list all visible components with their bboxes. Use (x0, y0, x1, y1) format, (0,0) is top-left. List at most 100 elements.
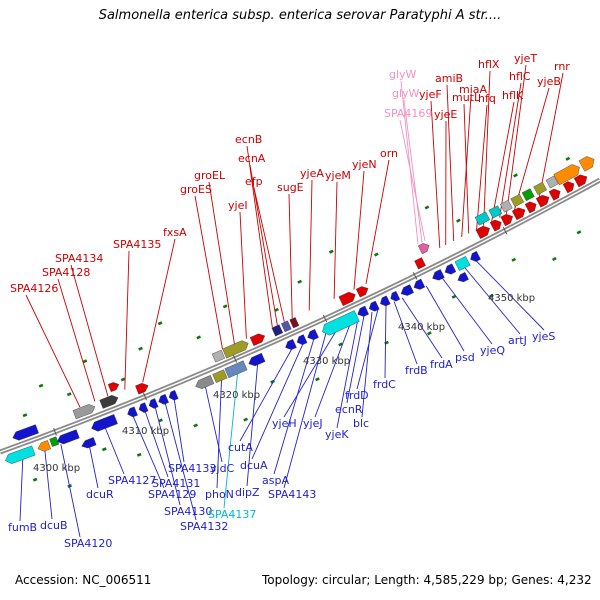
gene-label[interactable]: SPA4169 (384, 107, 432, 120)
gene-glyph[interactable] (296, 334, 308, 346)
gene-label[interactable]: dcuA (240, 459, 268, 472)
gene-glyph[interactable] (148, 398, 159, 409)
gene-glyph[interactable] (454, 256, 471, 271)
gene-glyph[interactable] (414, 257, 426, 270)
gene-glyph[interactable] (211, 349, 226, 363)
gene-glyph[interactable] (548, 188, 561, 201)
gene-label[interactable]: hflX (478, 58, 500, 71)
gene-label[interactable]: SPA4126 (10, 282, 58, 295)
gene-label[interactable]: yjeE (434, 108, 457, 121)
gene-glyph[interactable] (470, 251, 481, 262)
gene-glyph[interactable] (138, 402, 149, 413)
gene-glyph[interactable] (489, 219, 502, 232)
gene-glyph[interactable] (91, 414, 118, 432)
gene-label[interactable]: yjeJ (303, 417, 323, 430)
gene-glyph[interactable] (222, 340, 249, 359)
gene-glyph[interactable] (390, 290, 401, 302)
gene-label[interactable]: groEL (194, 169, 226, 182)
gene-label[interactable]: hflC (509, 70, 531, 83)
gene-glyph[interactable] (545, 175, 559, 189)
gene-glyph[interactable] (12, 424, 39, 441)
gene-label[interactable]: glyW (389, 68, 417, 81)
gene-label[interactable]: yjeM (325, 169, 351, 182)
gene-label[interactable]: yjeN (352, 158, 377, 171)
gene-glyph[interactable] (511, 207, 526, 221)
gene-label[interactable]: cutA (228, 441, 253, 454)
gene-glyph[interactable] (417, 243, 430, 255)
gene-label[interactable]: SPA4128 (42, 266, 90, 279)
gene-glyph[interactable] (475, 225, 490, 239)
gene-label[interactable]: SPA4134 (55, 252, 103, 265)
gene-label[interactable]: frdD (345, 389, 369, 402)
gene-glyph[interactable] (457, 272, 469, 283)
gene-label[interactable]: SPA4133 (168, 462, 216, 475)
gene-glyph[interactable] (49, 436, 60, 447)
gene-glyph[interactable] (573, 174, 588, 188)
gene-glyph[interactable] (488, 205, 503, 219)
gene-label[interactable]: phoN (205, 488, 234, 501)
gene-label[interactable]: blc (353, 417, 369, 430)
gene-label[interactable]: rnr (554, 60, 570, 73)
gene-label[interactable]: yjeT (514, 52, 537, 65)
gene-glyph[interactable] (281, 320, 292, 333)
gene-glyph[interactable] (322, 310, 360, 336)
gene-glyph[interactable] (168, 390, 179, 401)
gene-glyph[interactable] (248, 352, 266, 367)
gene-glyph[interactable] (535, 194, 550, 208)
gene-label[interactable]: psd (455, 351, 475, 364)
gene-label[interactable]: yjeS (532, 330, 555, 343)
gene-glyph[interactable] (107, 382, 120, 393)
gene-glyph[interactable] (37, 440, 51, 452)
gene-label[interactable]: hflK (502, 89, 524, 102)
gene-label[interactable]: SPA4143 (268, 488, 316, 501)
gene-label[interactable]: yjeQ (480, 344, 505, 357)
gene-label[interactable]: efp (245, 175, 263, 188)
gene-glyph[interactable] (355, 286, 369, 298)
gene-glyph[interactable] (400, 284, 414, 296)
gene-glyph[interactable] (368, 300, 380, 312)
gene-label[interactable]: artJ (508, 334, 527, 347)
gene-label[interactable]: dcuR (86, 488, 114, 501)
gene-label[interactable]: yjdC (210, 462, 235, 475)
gene-label[interactable]: frdA (430, 358, 453, 371)
gene-label[interactable]: SPA4137 (208, 508, 256, 521)
gene-glyph[interactable] (127, 406, 138, 418)
gene-label[interactable]: SPA4120 (64, 537, 112, 550)
gene-label[interactable]: SPA4135 (113, 238, 161, 251)
gene-label[interactable]: dcuB (40, 519, 68, 532)
gene-glyph[interactable] (5, 445, 36, 464)
gene-glyph[interactable] (285, 339, 297, 350)
gene-glyph[interactable] (553, 164, 580, 186)
gene-label[interactable]: SPA4129 (148, 488, 196, 501)
gene-label[interactable]: yjeB (537, 75, 561, 88)
gene-glyph[interactable] (521, 188, 535, 202)
gene-label[interactable]: glyW (392, 87, 420, 100)
gene-glyph[interactable] (135, 382, 149, 395)
gene-label[interactable]: yjeH (272, 417, 297, 430)
gene-label[interactable]: hfq (478, 92, 496, 105)
gene-glyph[interactable] (158, 393, 169, 405)
gene-label[interactable]: frdB (405, 364, 428, 377)
gene-label[interactable]: mutL (452, 91, 481, 104)
gene-glyph[interactable] (338, 291, 356, 307)
gene-label[interactable]: yjeI (228, 199, 248, 212)
gene-glyph[interactable] (444, 263, 457, 275)
gene-label[interactable]: SPA4130 (164, 505, 212, 518)
gene-glyph[interactable] (307, 329, 319, 341)
gene-glyph[interactable] (380, 295, 391, 307)
gene-label[interactable]: SPA4131 (152, 477, 200, 490)
gene-glyph[interactable] (212, 369, 228, 383)
gene-label[interactable]: sugE (277, 181, 304, 194)
gene-label[interactable]: yjeK (325, 428, 349, 441)
gene-glyph[interactable] (81, 437, 97, 449)
gene-label[interactable]: ecnA (238, 152, 266, 165)
gene-glyph[interactable] (533, 181, 547, 195)
gene-label[interactable]: aspA (262, 474, 289, 487)
gene-glyph[interactable] (474, 211, 491, 226)
gene-glyph[interactable] (57, 429, 80, 445)
gene-glyph[interactable] (224, 360, 248, 379)
gene-glyph[interactable] (499, 199, 513, 213)
gene-label[interactable]: SPA4127 (108, 474, 156, 487)
gene-label[interactable]: amiB (435, 72, 463, 85)
gene-glyph[interactable] (289, 317, 300, 329)
